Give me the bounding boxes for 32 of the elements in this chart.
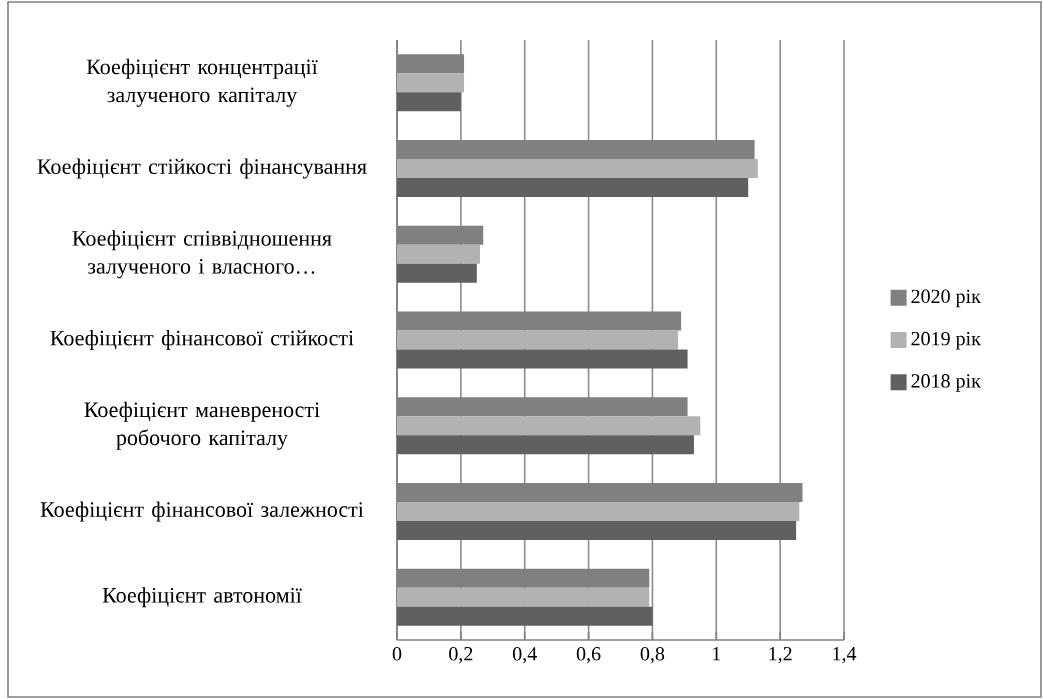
- x-tick-label: 1,4: [833, 647, 857, 664]
- x-tick-label: 0,4: [512, 647, 537, 664]
- bar: [397, 520, 797, 540]
- legend-label: 2020 рік: [911, 289, 981, 308]
- bar: [397, 501, 800, 521]
- legend-label: 2019 рік: [911, 331, 981, 350]
- y-tick-label: Коефіцієнт автономії: [102, 587, 302, 608]
- bar: [397, 349, 688, 369]
- y-tick-label: Коефіцієнт маневреності робочого капіталу: [84, 401, 320, 450]
- y-tick-label: Коефіцієнт фінансової залежності: [40, 501, 364, 522]
- y-tick-label: Коефіцієнт фінансової стійкості: [50, 330, 354, 350]
- bar: [397, 73, 465, 93]
- x-tick-label: 0,6: [576, 647, 601, 664]
- bar: [397, 263, 477, 283]
- y-tick-label: Коефіцієнт співвідношення залученого і власного…: [72, 230, 332, 279]
- bar: [397, 159, 758, 179]
- bar: [397, 92, 461, 112]
- bar: [397, 330, 678, 350]
- x-tick-label: 0: [392, 647, 402, 661]
- bar: [397, 435, 694, 455]
- x-tick-label: 1,2: [769, 647, 792, 664]
- x-tick-label: 0,8: [640, 647, 665, 664]
- bar: [397, 416, 701, 436]
- bar: [397, 178, 749, 198]
- bar: [397, 587, 650, 607]
- x-tick-label: 1: [713, 647, 721, 661]
- y-tick-label: Коефіцієнт стійкості фінансування: [37, 158, 367, 179]
- y-tick-label: Коефіцієнт концентрації залученого капіталу: [86, 58, 318, 107]
- bar: [397, 606, 653, 626]
- x-tick-label: 0,2: [449, 647, 473, 664]
- bar: [397, 244, 481, 264]
- legend-label: 2018 рік: [911, 374, 981, 392]
